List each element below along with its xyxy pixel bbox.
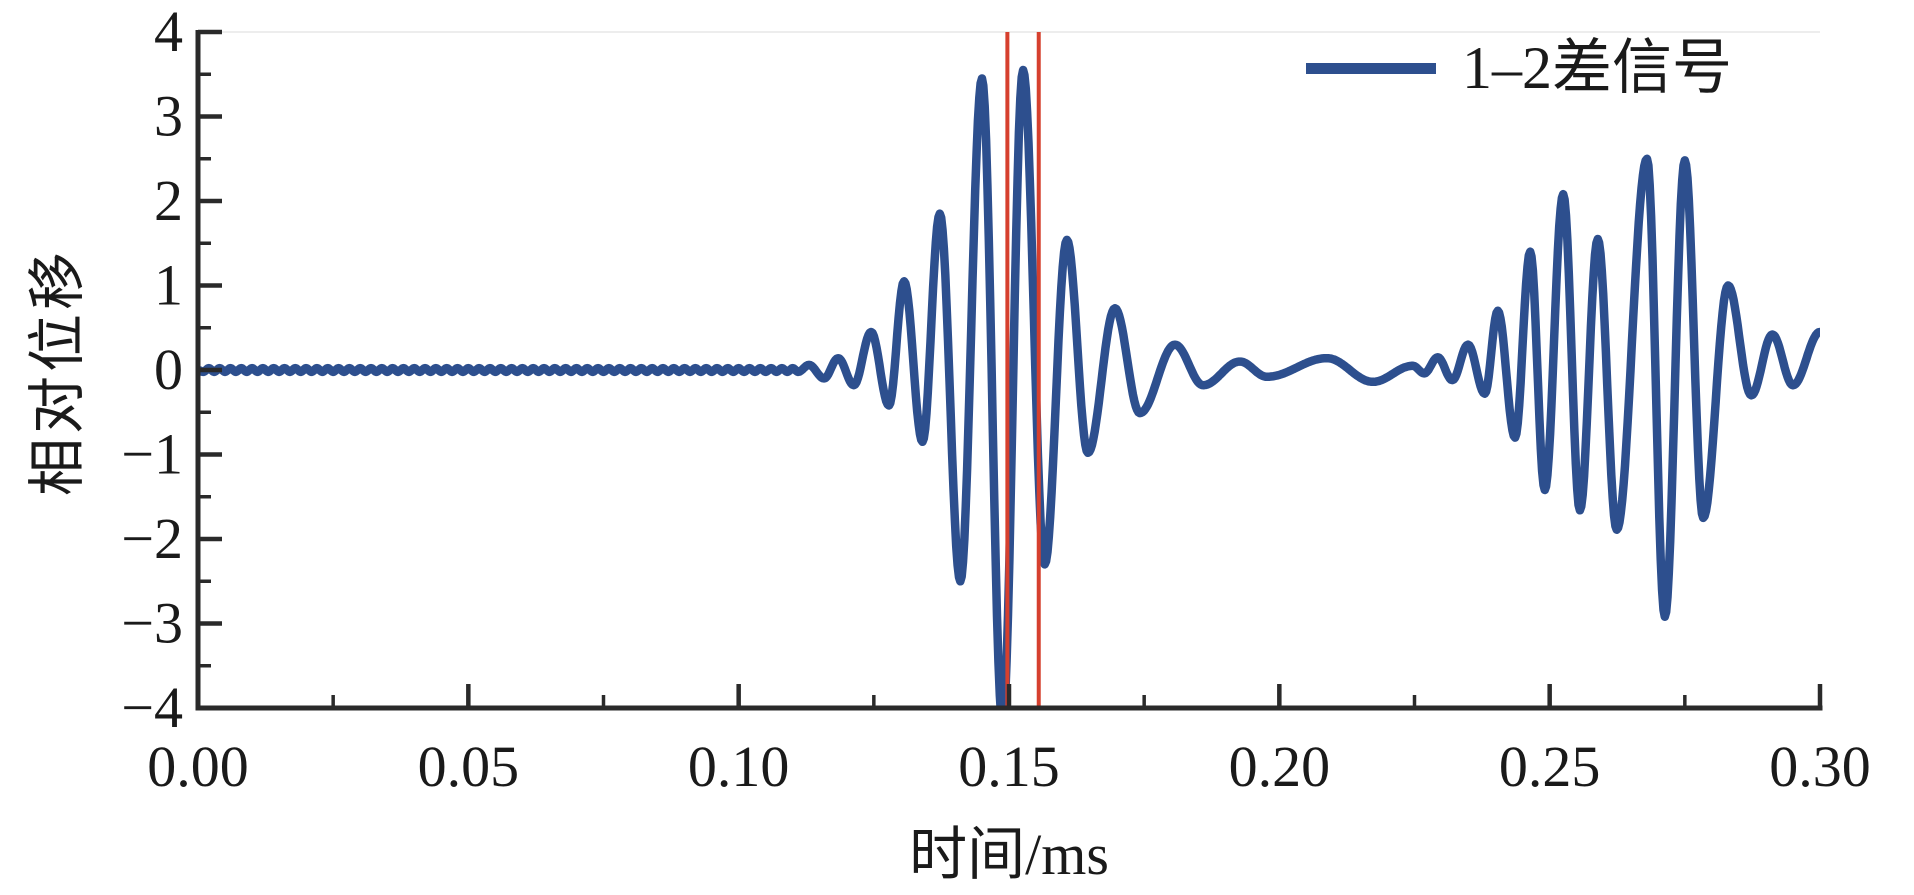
x-tick-label: 0.05 [418,734,520,799]
time-pick-markers [1005,32,1041,708]
x-tick-label: 0.00 [147,734,249,799]
y-tick-label: −1 [121,422,183,487]
x-tick-label: 0.15 [958,734,1060,799]
legend: 1–2差信号 [1306,38,1732,98]
x-tick-labels: 0.00 0.05 0.10 0.15 0.20 0.25 0.30 [147,734,1871,799]
y-tick-label: −3 [121,591,183,656]
y-tick-label: 0 [154,337,183,402]
x-axis-title: 时间/ms [909,822,1109,887]
x-tick-label: 0.30 [1769,734,1871,799]
y-tick-label: 3 [154,84,183,149]
y-tick-label: −2 [121,506,183,571]
signal-line [198,65,1820,708]
y-tick-label: 4 [154,0,183,64]
x-tick-label: 0.10 [688,734,790,799]
legend-entry-label: 1–2差信号 [1462,35,1732,101]
y-tick-label: −4 [121,675,183,740]
y-tick-label: 2 [154,168,183,233]
x-tick-label: 0.20 [1229,734,1331,799]
y-axis-title: 相对位移 [25,247,90,497]
y-tick-labels: 4 3 2 1 0 −1 −2 −3 −4 [121,0,183,740]
legend-line-swatch [1306,62,1436,74]
axis-ticks [195,29,1823,711]
x-tick-label: 0.25 [1499,734,1601,799]
y-tick-label: 1 [154,253,183,318]
